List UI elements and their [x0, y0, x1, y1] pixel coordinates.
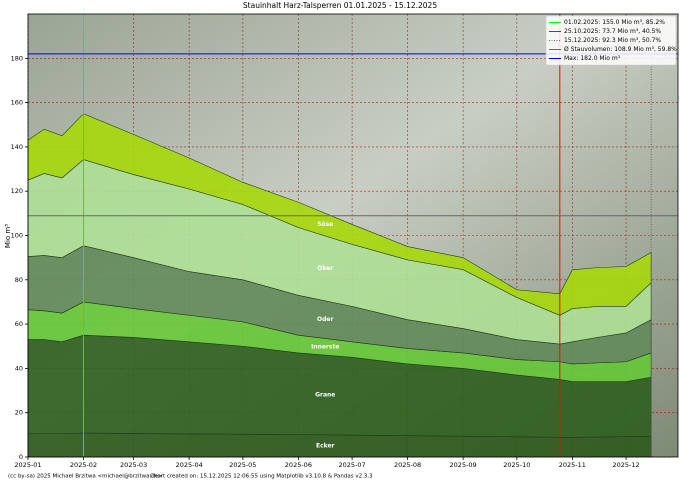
legend-label: 25.10.2025: 73.7 Mio m³, 40.5%: [564, 28, 661, 35]
y-tick-label: 160: [11, 99, 23, 107]
area-label: Söse: [317, 221, 333, 228]
footer-created: Chart created on: 15.12.2025 12:06:55 us…: [150, 474, 373, 480]
legend-label: 15.12.2025: 92.3 Mio m³, 50.7%: [564, 37, 661, 44]
y-tick-label: 80: [15, 276, 23, 284]
x-tick-label: 2025-02: [70, 461, 97, 469]
y-tick-label: 60: [15, 320, 23, 328]
legend-label: Max: 182.0 Mio m³: [564, 55, 621, 62]
legend-label: Ø Stauvolumen: 108.9 Mio m³, 59.8%: [564, 46, 677, 53]
y-tick-label: 40: [15, 364, 23, 372]
x-tick-label: 2025-10: [503, 461, 530, 469]
legend-label: 01.02.2025: 155.0 Mio m³, 85.2%: [564, 19, 665, 26]
y-tick-label: 140: [11, 143, 23, 151]
x-tick-label: 2025-06: [285, 461, 312, 469]
x-tick-label: 2025-03: [120, 461, 147, 469]
legend-box: [545, 15, 677, 66]
y-tick-label: 20: [15, 409, 23, 417]
footer-credits: (cc by-sa) 2025 Michael Brzitwa <michael…: [8, 474, 163, 480]
x-tick-label: 2025-05: [229, 461, 256, 469]
y-tick-label: 180: [11, 54, 23, 62]
y-tick-label: 100: [11, 232, 23, 240]
x-tick-label: 2025-01: [14, 461, 41, 469]
x-tick-label: 2025-11: [559, 461, 586, 469]
y-tick-label: 120: [11, 187, 23, 195]
area-label: Oder: [317, 316, 333, 323]
y-axis-label: Mio m³: [4, 224, 12, 248]
x-tick-label: 2025-08: [394, 461, 421, 469]
area-label: Ecker: [316, 442, 335, 449]
area-label: Oker: [317, 265, 333, 272]
y-tick-label: 0: [19, 453, 23, 461]
x-tick-label: 2025-09: [450, 461, 477, 469]
area: [27, 113, 652, 316]
area-label: Innerste: [311, 343, 339, 350]
chart-title: Stauinhalt Harz-Talsperren 01.01.2025 - …: [243, 1, 437, 10]
x-tick-label: 2025-12: [612, 461, 639, 469]
x-tick-label: 2025-04: [176, 461, 203, 469]
legend: 01.02.2025: 155.0 Mio m³, 85.2% 25.10.202…: [545, 15, 677, 66]
x-tick-label: 2025-07: [339, 461, 366, 469]
area-label: Grane: [315, 391, 335, 398]
